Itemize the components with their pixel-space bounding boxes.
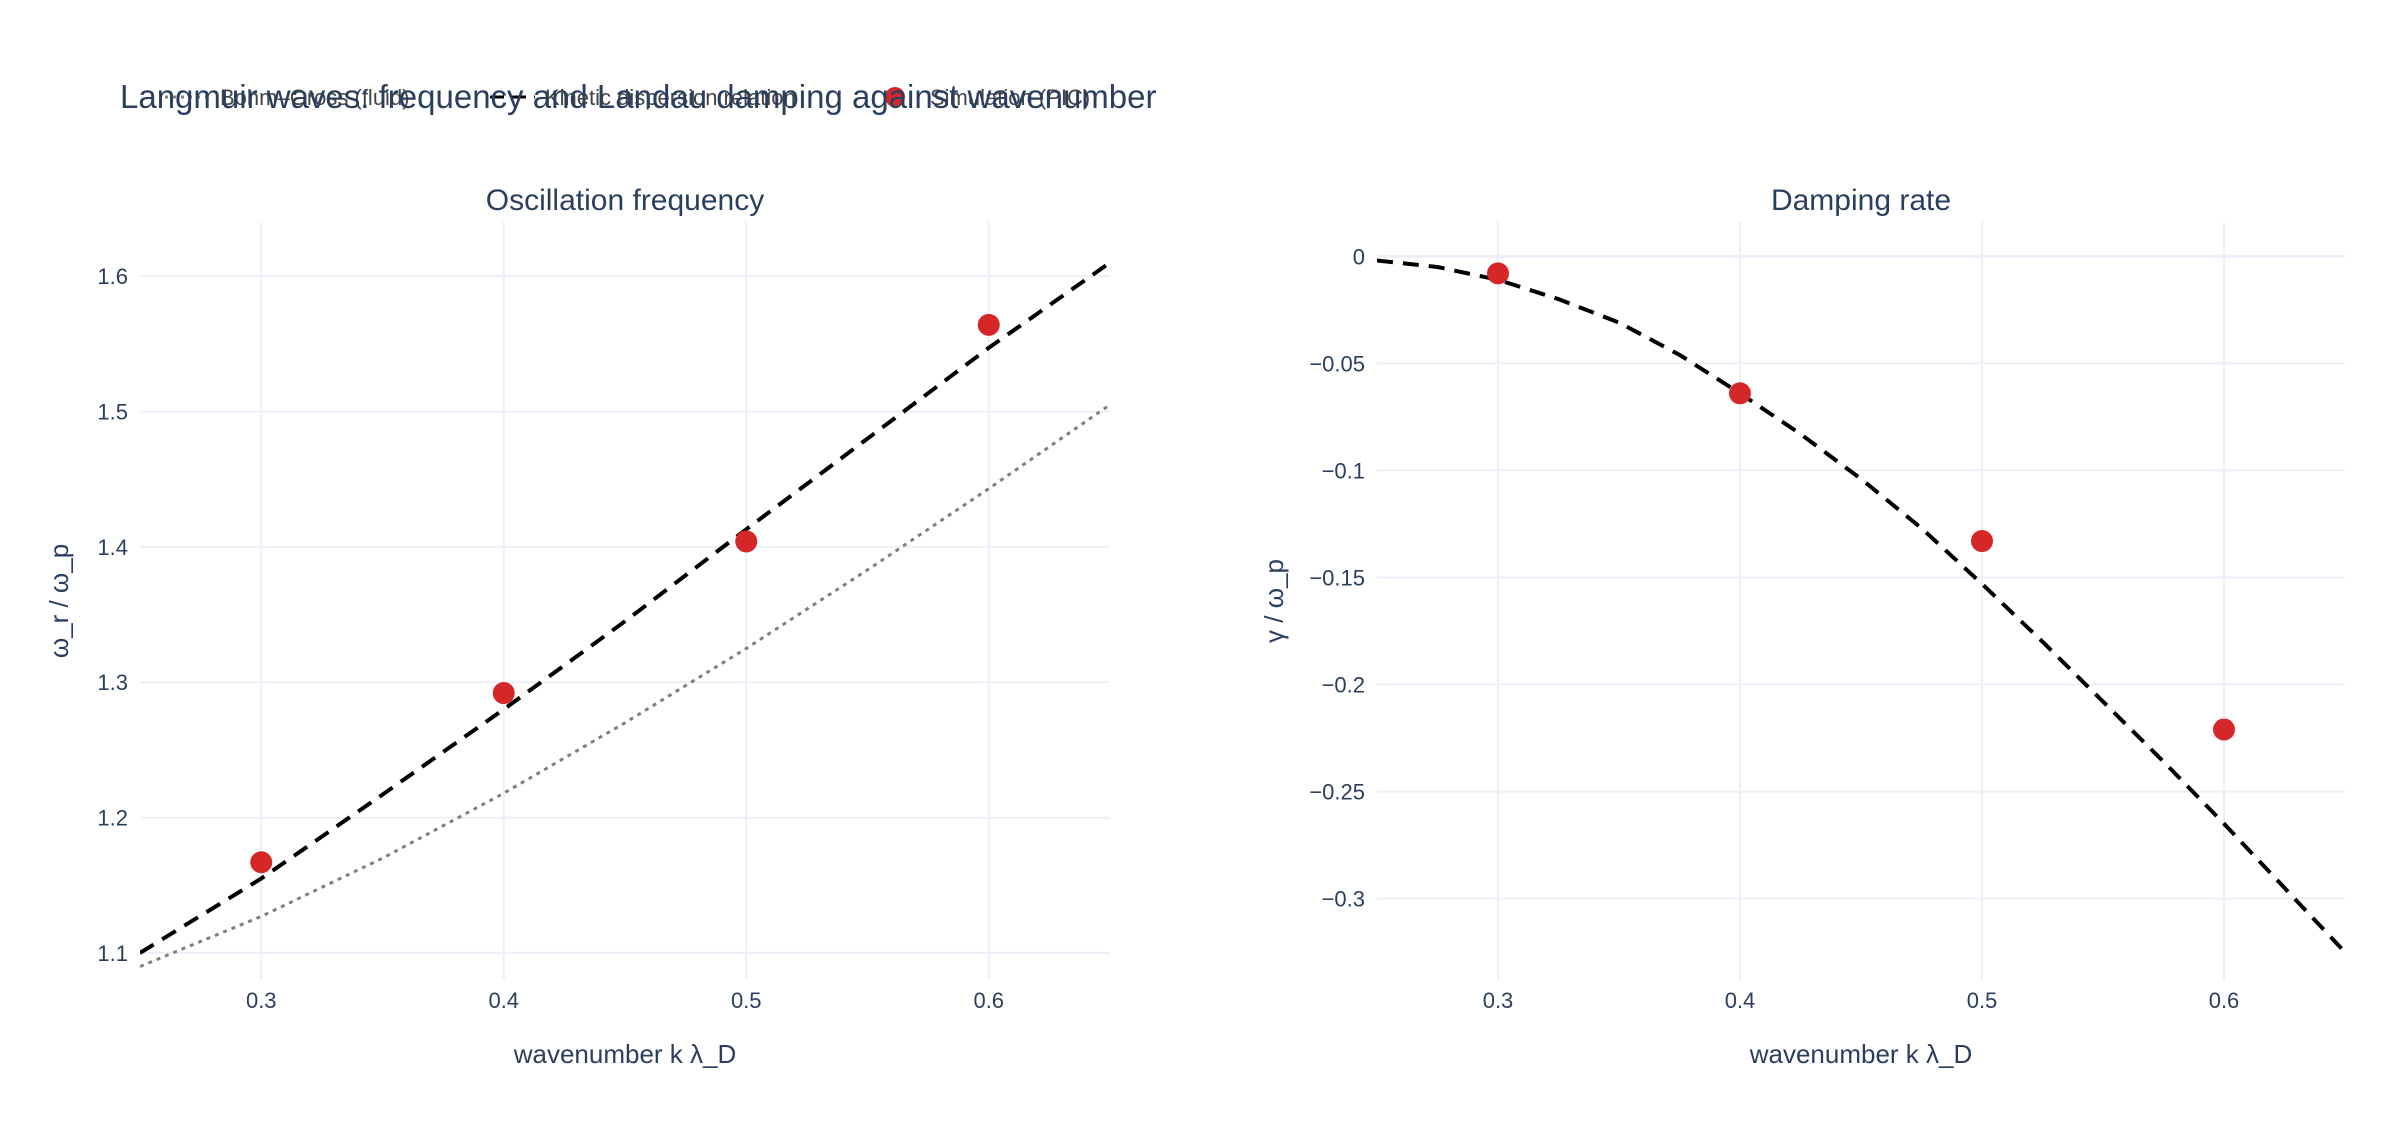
x-tick-label: 0.6	[973, 988, 1004, 1013]
legend: Bohm–Gross (fluid) Kinetic dispersion rel…	[165, 85, 1090, 110]
subplot-title: Damping rate	[1771, 184, 1951, 217]
x-tick-label: 0.6	[2209, 988, 2240, 1013]
series-simulation-markers	[1487, 262, 2235, 741]
y-tick-label: 1.3	[97, 670, 128, 695]
series-kinetic-line	[140, 260, 1110, 955]
y-axis-title: γ / ω_p	[1259, 559, 1289, 643]
x-tick-label: 0.5	[731, 988, 762, 1013]
legend-marker-sim	[885, 87, 905, 107]
chart-title: Langmuir waves: frequency and Landau dam…	[120, 78, 1157, 115]
data-point	[977, 313, 1000, 336]
grid	[140, 222, 1110, 980]
data-point	[492, 682, 515, 705]
x-tick-label: 0.3	[246, 988, 277, 1013]
y-tick-label: 1.2	[97, 806, 128, 831]
y-tick-label: 1.1	[97, 941, 128, 966]
series-kinetic-line	[1377, 258, 2345, 954]
legend-item-bohm_gross: Bohm–Gross (fluid)	[165, 85, 410, 110]
legend-item-kinetic: Kinetic dispersion relation	[490, 85, 796, 110]
data-point	[1487, 262, 1509, 285]
legend-label-kinetic: Kinetic dispersion relation	[545, 85, 796, 110]
y-axis-title: ω_r / ω_p	[44, 544, 74, 658]
x-tick-label: 0.3	[1483, 988, 1514, 1013]
grid	[1377, 222, 2345, 980]
x-tick-label: 0.4	[488, 988, 519, 1013]
subplot-2: Damping rate 0.3 0.4 0.5 0.6 0 −0.05 −0.1 −0.15 −…	[1259, 184, 2345, 1069]
y-tick-label: 1.6	[97, 264, 128, 289]
x-axis-title: wavenumber k λ_D	[1749, 1039, 1973, 1069]
data-point	[1971, 530, 1993, 553]
series-simulation-markers	[250, 313, 1000, 874]
legend-label-sim: Simulation (PIC)	[930, 85, 1090, 110]
y-tick-label: −0.2	[1322, 673, 1365, 698]
subplot-1: Oscillation frequency 0.3 0.4 0.5 0.6 1.1 1.2 1…	[44, 184, 1110, 1069]
y-tick-label: −0.05	[1309, 351, 1365, 376]
y-tick-label: −0.25	[1309, 780, 1365, 805]
y-tick-label: 1.4	[97, 535, 128, 560]
y-tick-label: −0.1	[1322, 458, 1365, 483]
x-tick-label: 0.4	[1725, 988, 1756, 1013]
x-tick-label: 0.5	[1967, 988, 1998, 1013]
y-tick-label: −0.15	[1309, 565, 1365, 590]
data-point	[250, 851, 273, 874]
series-bohm-gross-line	[140, 403, 1110, 968]
y-tick-label: −0.3	[1322, 887, 1365, 912]
y-tick-label: 0	[1353, 244, 1365, 269]
x-axis-title: wavenumber k λ_D	[513, 1039, 737, 1069]
subplot-title: Oscillation frequency	[486, 184, 764, 217]
data-point	[735, 530, 758, 553]
legend-label-bohm_gross: Bohm–Gross (fluid)	[220, 85, 410, 110]
y-tick-label: 1.5	[97, 400, 128, 425]
subplots: Oscillation frequency 0.3 0.4 0.5 0.6 1.1 1.2 1…	[44, 184, 2345, 1069]
legend-item-sim: Simulation (PIC)	[885, 85, 1090, 110]
data-point	[1729, 382, 1751, 405]
data-point	[2213, 718, 2235, 741]
